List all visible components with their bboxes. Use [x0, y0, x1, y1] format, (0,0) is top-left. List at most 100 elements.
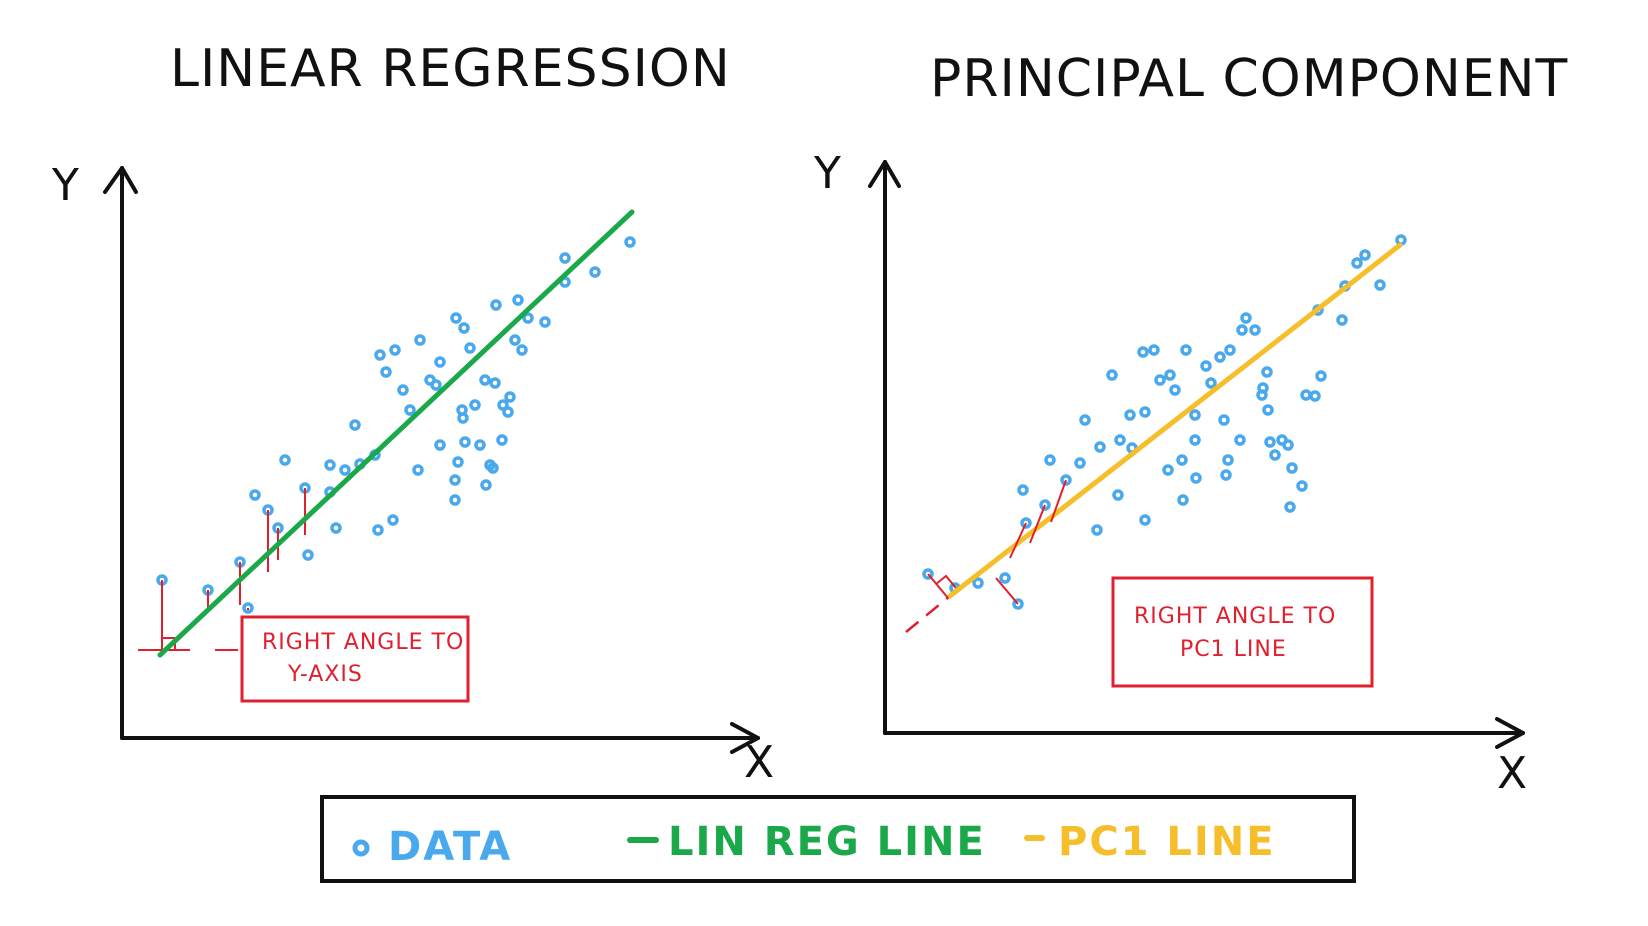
- left-data-point: [474, 439, 486, 451]
- right-data-point: [1300, 389, 1312, 401]
- perpendicular-residual-line: [927, 573, 949, 599]
- right-data-point: [1269, 449, 1281, 461]
- left-data-point: [397, 384, 409, 396]
- right-data-point: [1282, 439, 1294, 451]
- left-data-point: [372, 524, 384, 536]
- right-data-point: [1190, 472, 1202, 484]
- left-data-point: [469, 399, 481, 411]
- right-data-point: [1169, 384, 1181, 396]
- right-data-point: [972, 577, 984, 589]
- right-x-axis: [883, 717, 1525, 749]
- right-data-point: [1124, 409, 1136, 421]
- left-data-points: [156, 236, 636, 614]
- right-data-point: [1139, 514, 1151, 526]
- legend-pc1-label: PC1 LINE: [1058, 819, 1276, 865]
- left-panel: Y X RIGHT ANGLE TO Y-AXIS: [51, 160, 774, 788]
- right-data-point: [1262, 404, 1274, 416]
- perpendicular-residual-line: [1009, 522, 1027, 559]
- right-data-point: [1236, 324, 1248, 336]
- linear-regression-line: [157, 209, 635, 658]
- right-perpendicular-residuals: [927, 479, 1067, 605]
- left-data-point: [539, 316, 551, 328]
- right-data-point: [1189, 409, 1201, 421]
- right-angle-marker: [935, 574, 957, 589]
- left-data-point: [624, 236, 636, 248]
- left-data-point: [522, 312, 534, 324]
- title-linear-regression: LINEAR REGRESSION: [170, 39, 731, 99]
- right-note-line-2: PC1 LINE: [1180, 637, 1287, 662]
- left-x-axis-label: X: [744, 737, 774, 788]
- right-data-point: [1374, 279, 1386, 291]
- left-data-point: [559, 252, 571, 264]
- right-data-point: [1286, 462, 1298, 474]
- legend-linreg-label: LIN REG LINE: [668, 819, 986, 865]
- left-data-point: [412, 464, 424, 476]
- right-data-point: [1296, 480, 1308, 492]
- pc1-line-extension: [905, 595, 951, 633]
- right-data-point: [1177, 494, 1189, 506]
- left-data-point: [449, 474, 461, 486]
- left-data-point: [479, 374, 491, 386]
- right-data-point: [1264, 436, 1276, 448]
- right-data-point: [1164, 369, 1176, 381]
- right-data-point: [1044, 454, 1056, 466]
- right-data-point: [1284, 501, 1296, 513]
- right-data-point: [1148, 344, 1160, 356]
- left-data-point: [449, 494, 461, 506]
- right-data-point: [1039, 499, 1051, 511]
- right-data-point: [1220, 469, 1232, 481]
- left-y-axis: [103, 166, 138, 740]
- right-data-point: [1218, 414, 1230, 426]
- title-principal-component: PRINCIPAL COMPONENT: [930, 49, 1568, 109]
- left-data-point: [330, 522, 342, 534]
- right-data-point: [1114, 434, 1126, 446]
- right-data-point: [1200, 360, 1212, 372]
- left-data-point: [497, 399, 509, 411]
- left-data-point: [458, 322, 470, 334]
- left-note-line-2: Y-AXIS: [287, 662, 363, 687]
- right-y-axis: [868, 160, 901, 735]
- left-data-point: [589, 266, 601, 278]
- right-data-point: [1137, 346, 1149, 358]
- right-data-point: [1256, 389, 1268, 401]
- right-note-line-1: RIGHT ANGLE TO: [1134, 604, 1336, 629]
- right-data-point: [1112, 489, 1124, 501]
- left-data-point: [509, 334, 521, 346]
- right-data-point: [1106, 369, 1118, 381]
- left-x-axis: [120, 722, 760, 754]
- left-data-point: [480, 479, 492, 491]
- left-note-box: RIGHT ANGLE TO Y-AXIS: [240, 615, 470, 703]
- left-data-point: [430, 379, 442, 391]
- right-data-point: [1315, 370, 1327, 382]
- right-note-box: RIGHT ANGLE TO PC1 LINE: [1111, 576, 1374, 688]
- perpendicular-residual-line: [1050, 479, 1067, 523]
- right-data-point: [1234, 434, 1246, 446]
- left-data-point: [496, 434, 508, 446]
- left-note-line-1: RIGHT ANGLE TO: [262, 630, 464, 655]
- left-data-point: [374, 349, 386, 361]
- right-data-point: [1094, 441, 1106, 453]
- right-data-point: [1139, 406, 1151, 418]
- right-x-axis-label: X: [1497, 748, 1527, 799]
- left-data-point: [249, 489, 261, 501]
- left-data-point: [404, 404, 416, 416]
- left-data-point: [502, 406, 514, 418]
- left-data-point: [339, 464, 351, 476]
- left-data-point: [489, 377, 501, 389]
- right-data-point: [1079, 414, 1091, 426]
- right-y-axis-label: Y: [813, 148, 841, 199]
- right-data-point: [1180, 344, 1192, 356]
- legend-data-label: DATA: [388, 824, 512, 870]
- right-data-point: [1060, 474, 1072, 486]
- perpendicular-residual-line: [995, 577, 1019, 605]
- right-data-point: [1154, 374, 1166, 386]
- right-data-point: [1020, 517, 1032, 529]
- right-data-point: [922, 568, 934, 580]
- left-data-point: [324, 459, 336, 471]
- left-data-point: [504, 391, 516, 403]
- left-data-point: [487, 462, 499, 474]
- left-y-axis-label: Y: [51, 160, 79, 211]
- left-data-point: [242, 602, 254, 614]
- right-data-point: [1205, 377, 1217, 389]
- right-data-point: [1074, 457, 1086, 469]
